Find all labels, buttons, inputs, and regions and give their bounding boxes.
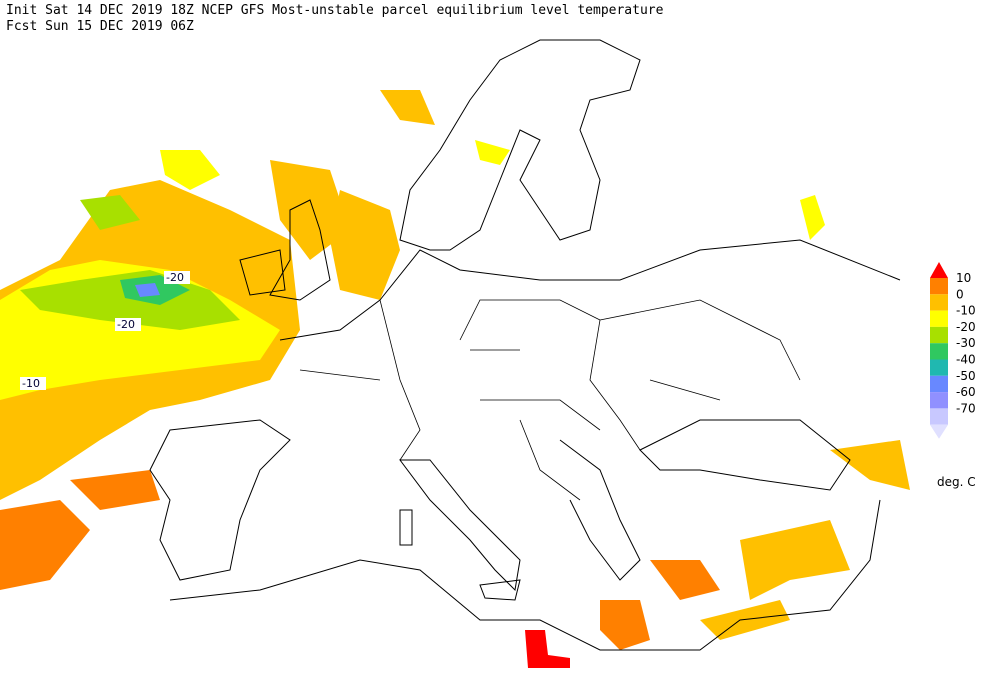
- contour-label-bg: [115, 318, 141, 331]
- legend-label: -70: [956, 401, 976, 415]
- legend-label: -50: [956, 369, 976, 383]
- legend-label: 0: [956, 287, 964, 301]
- contour-label: -10: [22, 377, 40, 390]
- legend-swatch: [930, 408, 948, 425]
- coastlines: [149, 39, 901, 651]
- field-shading: [0, 90, 910, 668]
- legend-swatch: [930, 359, 948, 376]
- legend-swatch: [930, 310, 948, 327]
- legend-swatch: [930, 262, 948, 278]
- legend-label: -40: [956, 353, 976, 367]
- contour-label: -20: [166, 271, 184, 284]
- legend-swatch: [930, 326, 948, 344]
- legend-swatch: [930, 343, 948, 360]
- country-borders: [299, 299, 801, 501]
- legend-label: -60: [956, 385, 976, 399]
- legend-swatch: [930, 392, 948, 409]
- legend-swatch: [930, 278, 948, 295]
- legend-swatch: [930, 375, 948, 393]
- header-line: Fcst Sun 15 DEC 2019 06Z: [6, 19, 194, 34]
- contour-label-bg: [20, 377, 46, 390]
- legend-label: -30: [956, 336, 976, 350]
- legend-unit: deg. C: [937, 475, 976, 489]
- header-line: Init Sat 14 DEC 2019 18Z NCEP GFS Most-u…: [6, 3, 664, 18]
- legend-swatch: [930, 424, 948, 439]
- contour-label: -20: [117, 318, 135, 331]
- contour-label-bg: [164, 271, 190, 284]
- legend-label: -20: [956, 320, 976, 334]
- legend-swatch: [930, 294, 948, 311]
- legend-label: -10: [956, 304, 976, 318]
- legend-label: 10: [956, 271, 971, 285]
